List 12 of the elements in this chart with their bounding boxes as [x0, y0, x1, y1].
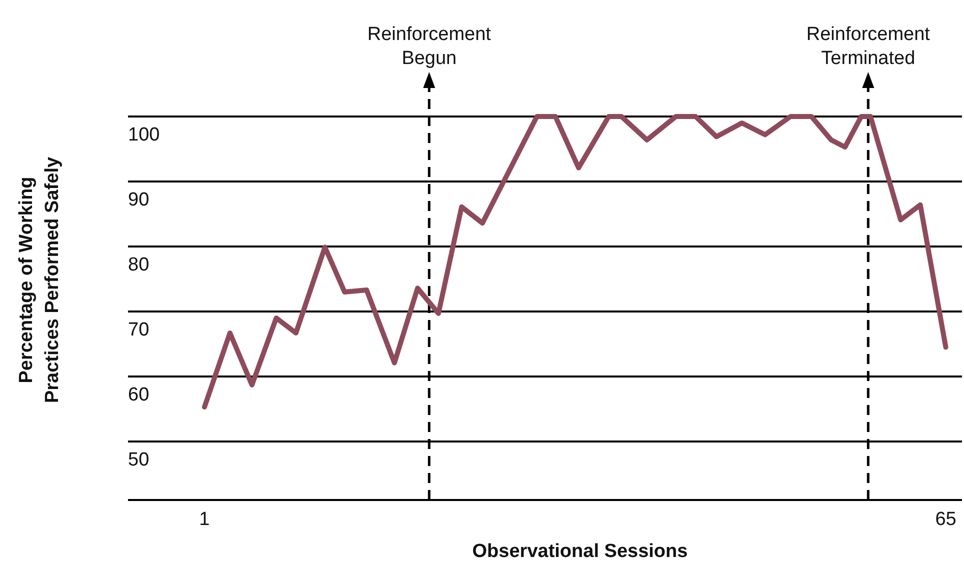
- y-tick-label: 100: [128, 124, 160, 146]
- y-axis-title: Percentage of Working Practices Performed Safely: [16, 156, 63, 404]
- y-tick-label: 50: [128, 450, 150, 470]
- y-tick-label: 90: [128, 190, 150, 210]
- y-tick-label: 70: [128, 320, 150, 340]
- x-tick-label: 1: [199, 509, 210, 530]
- x-axis-title: Observational Sessions: [472, 541, 688, 562]
- y-tick-label: 60: [128, 384, 150, 406]
- y-tick-label: 80: [128, 254, 150, 276]
- ref-line-label: Reinforcement Begun: [367, 24, 492, 69]
- x-tick-label: 65: [935, 509, 956, 530]
- ref-line-label: Reinforcement Terminated: [806, 24, 931, 69]
